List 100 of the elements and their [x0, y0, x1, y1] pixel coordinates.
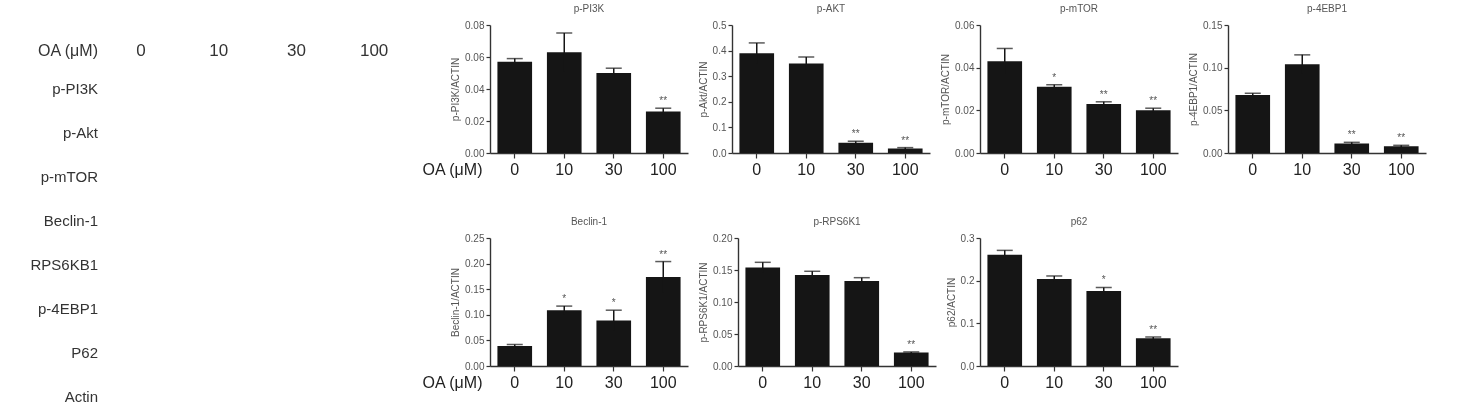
annotation: **	[1397, 132, 1406, 144]
category-label: p-PI3K	[52, 80, 98, 97]
chart-title: p62	[1070, 216, 1088, 227]
y-tick-label: 0.2	[960, 275, 975, 287]
chart-title: p-AKT	[816, 3, 846, 14]
y-tick-label: 0.4	[712, 45, 727, 57]
bar	[1086, 103, 1122, 153]
category-label: Beclin-1	[43, 212, 98, 229]
bar	[1135, 338, 1171, 366]
y-tick-label: 0.00	[713, 360, 733, 372]
y-tick-label: 0.08	[465, 19, 485, 31]
bar	[1383, 146, 1419, 153]
chart-title: p-PI3K	[573, 3, 605, 14]
y-tick-label: 0.3	[712, 70, 727, 82]
category-label: 30	[286, 41, 306, 60]
y-tick-label: 0.25	[465, 232, 485, 244]
y-tick-label: 0.00	[1203, 147, 1223, 159]
annotation: **	[901, 134, 910, 146]
y-tick-label: 0.00	[465, 147, 485, 159]
category-label: p-Akt	[62, 124, 98, 141]
chart-title: p-4EBP1	[1306, 3, 1348, 14]
y-tick-label: 0.20	[465, 258, 485, 270]
x-tick-label: 100	[1139, 373, 1167, 391]
y-axis-title: p-mTOR/ACTIN	[940, 54, 952, 125]
x-tick-label: 100	[891, 160, 919, 178]
x-tick-label: 0	[510, 160, 520, 178]
y-axis-title: Beclin-1/ACTIN	[450, 268, 462, 337]
x-tick-label: 30	[604, 373, 623, 391]
annotation: *	[562, 293, 567, 305]
annotation: **	[1149, 95, 1158, 107]
annotation: **	[1347, 129, 1356, 141]
x-tick-label: 100	[649, 373, 677, 391]
x-tick-label: 10	[555, 373, 574, 391]
y-tick-label: 0.10	[465, 309, 485, 321]
annotation: *	[1052, 71, 1057, 83]
bar	[745, 267, 781, 366]
y-tick-label: 0.0	[712, 147, 727, 159]
y-axis-title: p-4EBP1/ACTIN	[1188, 53, 1200, 126]
y-tick-label: 0.00	[465, 360, 485, 372]
bar	[1036, 86, 1072, 153]
y-tick-label: 0.02	[955, 104, 975, 116]
category-label: 0	[136, 41, 146, 60]
y-axis-title: p-RPS6K1/ACTIN	[698, 262, 710, 343]
y-tick-label: 0.15	[713, 264, 733, 276]
category-label: P62	[71, 344, 98, 361]
annotation: **	[907, 338, 916, 350]
y-tick-label: 0.5	[712, 19, 727, 31]
x-tick-label: 0	[510, 373, 520, 391]
x-tick-label: 10	[1045, 373, 1064, 391]
x-tick-label: 100	[1139, 160, 1167, 178]
chart-title: Beclin-1	[570, 216, 608, 227]
y-tick-label: 0.02	[465, 115, 485, 127]
y-tick-label: 0.1	[960, 317, 975, 329]
y-tick-label: 0.05	[1203, 104, 1223, 116]
y-axis-title: p62/ACTIN	[945, 277, 957, 328]
x-tick-label: 100	[649, 160, 677, 178]
bar	[546, 310, 582, 366]
bar	[887, 148, 923, 153]
y-tick-label: 0.10	[713, 296, 733, 308]
y-tick-label: 0.1	[712, 121, 727, 133]
y-tick-label: 0.20	[713, 232, 733, 244]
y-tick-label: 0.10	[1203, 62, 1223, 74]
annotation: **	[851, 128, 860, 140]
y-axis-title: p-PI3K/ACTIN	[450, 57, 462, 122]
y-tick-label: 0.04	[955, 62, 975, 74]
annotation: **	[659, 95, 668, 107]
x-tick-label: 0	[1000, 373, 1010, 391]
x-tick-label: 0	[758, 373, 768, 391]
x-tick-label: 10	[555, 160, 574, 178]
x-tick-label: 30	[604, 160, 623, 178]
bar	[1334, 143, 1370, 153]
bar	[596, 73, 632, 153]
x-tick-label: 30	[1094, 373, 1113, 391]
annotation: *	[1101, 274, 1106, 286]
chart-title: p-mTOR	[1059, 3, 1099, 14]
category-label: p-mTOR	[40, 168, 98, 185]
y-tick-label: 0.04	[465, 83, 485, 95]
y-tick-label: 0.15	[1203, 19, 1223, 31]
x-axis-title: OA (μM)	[422, 160, 483, 178]
x-tick-label: 30	[852, 373, 871, 391]
text: OA (μM)	[38, 42, 98, 59]
y-tick-label: 0.00	[955, 147, 975, 159]
y-tick-label: 0.06	[465, 51, 485, 63]
x-tick-label: 30	[1342, 160, 1361, 178]
category-label: p-4EBP1	[37, 300, 98, 317]
y-tick-label: 0.06	[955, 19, 975, 31]
y-tick-label: 0.3	[960, 232, 975, 244]
x-tick-label: 30	[1094, 160, 1113, 178]
y-tick-label: 0.05	[465, 334, 485, 346]
chart-title: p-RPS6K1	[813, 216, 862, 227]
y-tick-label: 0.0	[960, 360, 975, 372]
x-tick-label: 10	[1293, 160, 1312, 178]
bar	[893, 352, 929, 366]
x-tick-label: 30	[846, 160, 865, 178]
bar	[794, 275, 830, 366]
annotation: **	[659, 248, 668, 260]
annotation: *	[611, 297, 616, 309]
x-tick-label: 10	[797, 160, 816, 178]
annotation: **	[1099, 88, 1108, 100]
y-tick-label: 0.05	[713, 328, 733, 340]
